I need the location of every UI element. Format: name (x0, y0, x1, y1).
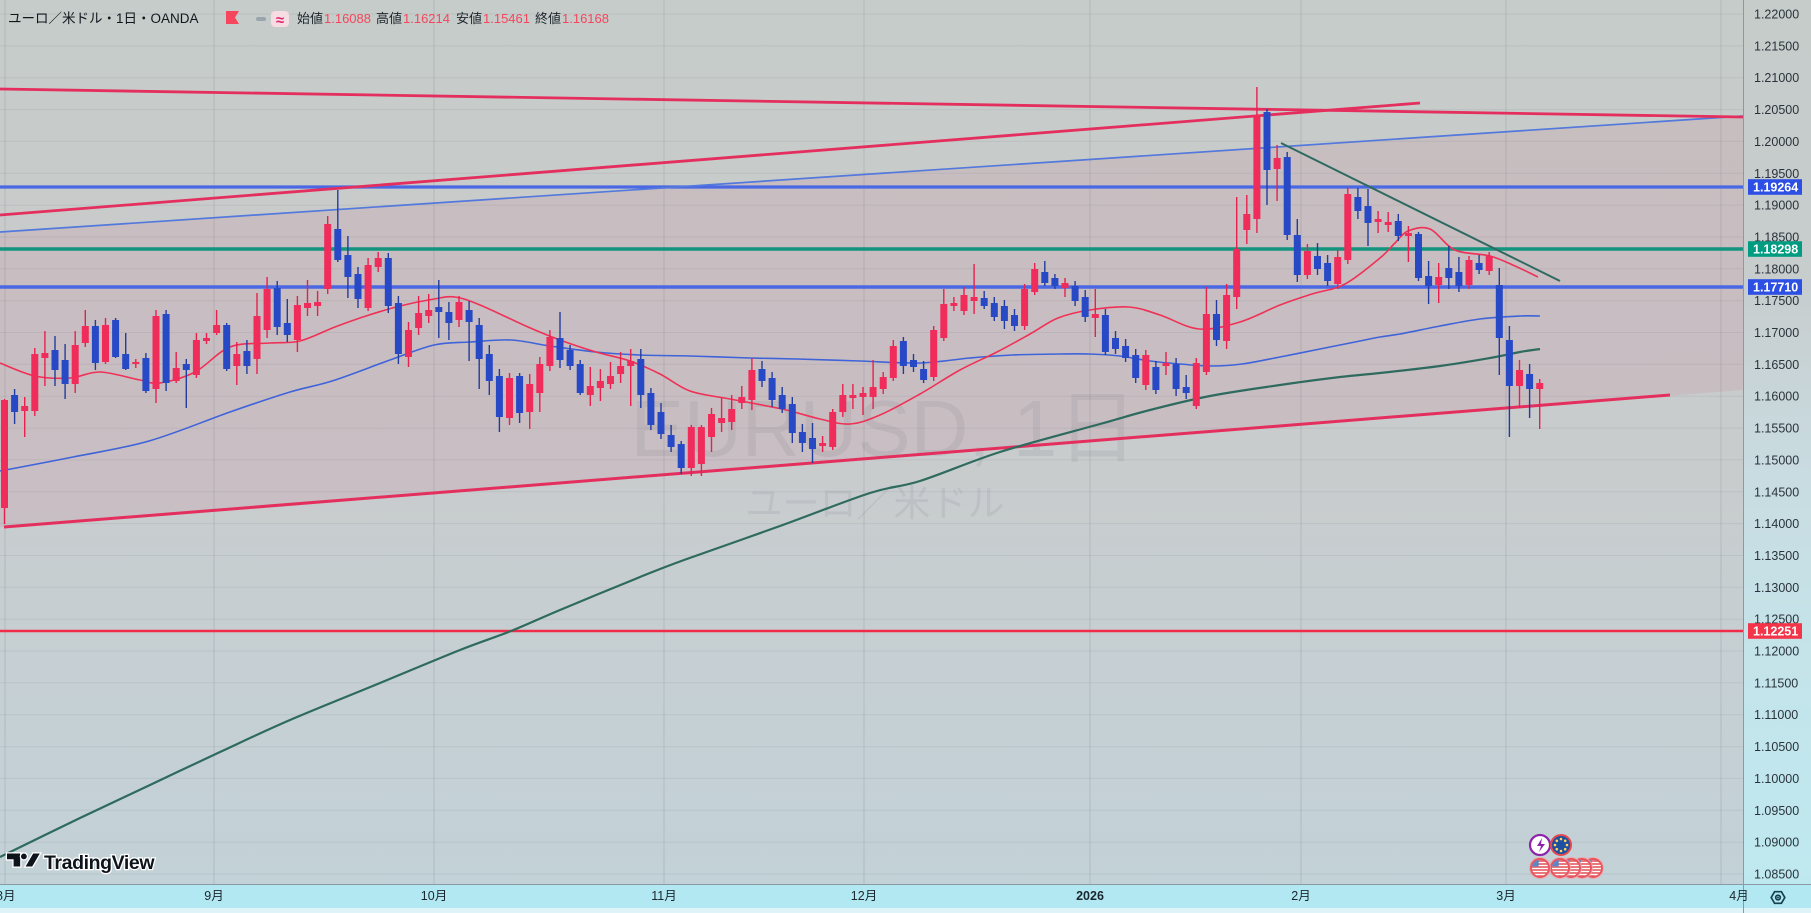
svg-text:1.21000: 1.21000 (1754, 71, 1799, 85)
svg-text:12月: 12月 (851, 889, 877, 903)
svg-text:1.21500: 1.21500 (1754, 39, 1799, 53)
svg-text:終値: 終値 (535, 11, 561, 26)
svg-text:1.16168: 1.16168 (562, 11, 609, 26)
svg-text:安値: 安値 (456, 11, 482, 26)
svg-text:3月: 3月 (1496, 889, 1515, 903)
svg-text:10月: 10月 (421, 889, 447, 903)
svg-text:2月: 2月 (1291, 889, 1310, 903)
svg-text:1.11000: 1.11000 (1754, 708, 1798, 722)
svg-text:1.13500: 1.13500 (1754, 549, 1799, 563)
svg-text:1.19264: 1.19264 (1753, 181, 1798, 195)
svg-text:1.19000: 1.19000 (1754, 199, 1799, 213)
svg-text:1.16500: 1.16500 (1754, 358, 1799, 372)
svg-text:1.17500: 1.17500 (1754, 294, 1799, 308)
svg-text:11月: 11月 (651, 889, 676, 903)
svg-text:1.17000: 1.17000 (1754, 326, 1799, 340)
svg-text:1.18298: 1.18298 (1753, 243, 1798, 257)
svg-text:1.18500: 1.18500 (1754, 231, 1799, 245)
svg-text:≈: ≈ (276, 12, 284, 29)
svg-text:1.22000: 1.22000 (1754, 8, 1799, 22)
svg-text:1.16088: 1.16088 (324, 11, 371, 26)
svg-text:1.14000: 1.14000 (1754, 517, 1799, 531)
svg-text:1.15500: 1.15500 (1754, 422, 1799, 436)
svg-text:1.13000: 1.13000 (1754, 581, 1799, 595)
svg-text:8月: 8月 (0, 889, 15, 903)
svg-text:1.10500: 1.10500 (1754, 740, 1799, 754)
svg-text:1.10000: 1.10000 (1754, 772, 1799, 786)
svg-text:1.09000: 1.09000 (1754, 836, 1799, 850)
svg-text:9月: 9月 (204, 889, 223, 903)
svg-text:1.17710: 1.17710 (1753, 281, 1798, 295)
svg-text:1.14500: 1.14500 (1754, 485, 1799, 499)
svg-text:2026: 2026 (1076, 889, 1104, 903)
svg-text:ユーロ／米ドル: ユーロ／米ドル (746, 483, 1005, 524)
svg-text:1.15461: 1.15461 (483, 11, 530, 26)
svg-text:始値: 始値 (297, 11, 323, 26)
svg-text:高値: 高値 (376, 11, 402, 26)
svg-text:1.16214: 1.16214 (403, 11, 450, 26)
svg-text:1.09500: 1.09500 (1754, 804, 1799, 818)
svg-text:1.15000: 1.15000 (1754, 453, 1799, 467)
svg-text:EURUSD, 1日: EURUSD, 1日 (631, 384, 1138, 473)
svg-text:1.18000: 1.18000 (1754, 262, 1799, 276)
svg-text:1.20000: 1.20000 (1754, 135, 1799, 149)
svg-text:TradingView: TradingView (44, 852, 155, 874)
svg-text:1.12251: 1.12251 (1753, 625, 1798, 639)
svg-text:1.11500: 1.11500 (1754, 676, 1798, 690)
svg-text:1.16000: 1.16000 (1754, 390, 1799, 404)
svg-text:ユーロ／米ドル・1日・OANDA: ユーロ／米ドル・1日・OANDA (8, 11, 199, 26)
svg-text:4月: 4月 (1729, 889, 1748, 903)
svg-text:1.12000: 1.12000 (1754, 645, 1799, 659)
svg-text:1.19500: 1.19500 (1754, 167, 1799, 181)
svg-text:1.08500: 1.08500 (1754, 868, 1799, 882)
svg-text:1.20500: 1.20500 (1754, 103, 1799, 117)
